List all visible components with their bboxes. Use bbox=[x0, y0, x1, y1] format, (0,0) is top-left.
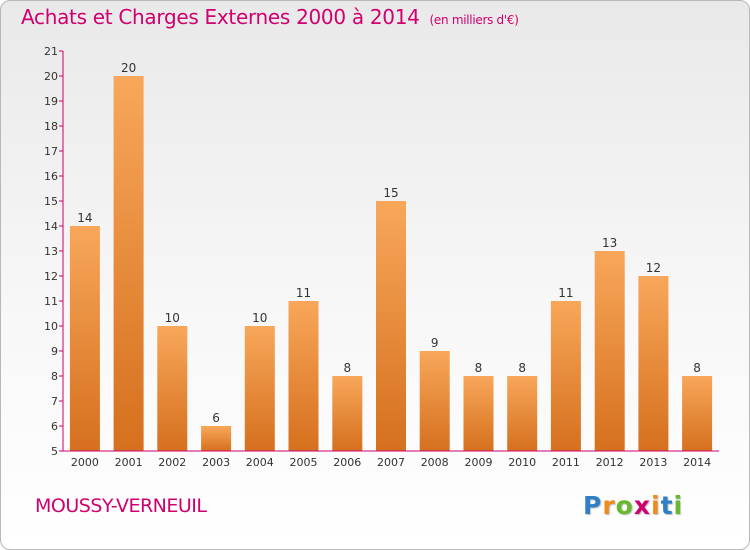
value-label-2006: 8 bbox=[343, 361, 351, 375]
bar-2005 bbox=[288, 301, 319, 451]
x-tick-label-2002: 2002 bbox=[158, 456, 186, 469]
y-tick-label-11: 11 bbox=[44, 295, 58, 308]
bars-group: 14 20 10 6 10 11 8 15 9 8 8 11 13 12 8 bbox=[69, 61, 713, 451]
logo-letter: r bbox=[602, 491, 616, 520]
x-tick-label-2003: 2003 bbox=[202, 456, 230, 469]
value-label-2014: 8 bbox=[693, 361, 701, 375]
value-label-2012: 13 bbox=[602, 236, 617, 250]
bar-2010 bbox=[507, 376, 538, 451]
y-tick-label-16: 16 bbox=[44, 170, 58, 183]
commune-name: MOUSSY-VERNEUIL bbox=[35, 495, 207, 517]
bar-2011 bbox=[550, 301, 581, 451]
value-label-2011: 11 bbox=[558, 286, 573, 300]
bar-2013 bbox=[638, 276, 669, 451]
y-tick-label-9: 9 bbox=[51, 345, 58, 358]
x-tick-label-2001: 2001 bbox=[115, 456, 143, 469]
value-label-2010: 8 bbox=[518, 361, 526, 375]
x-tick-label-2004: 2004 bbox=[246, 456, 274, 469]
proxiti-logo: Proxiti bbox=[583, 491, 683, 520]
bar-2008 bbox=[419, 351, 450, 451]
x-tick-label-2014: 2014 bbox=[683, 456, 711, 469]
chart-subtitle: (en milliers d'€) bbox=[429, 13, 519, 27]
bar-2000 bbox=[69, 226, 100, 451]
value-label-2007: 15 bbox=[383, 186, 398, 200]
y-tick-label-10: 10 bbox=[44, 320, 58, 333]
y-tick-label-17: 17 bbox=[44, 145, 58, 158]
title-text: Achats et Charges Externes 2000 à 2014 bbox=[21, 5, 420, 29]
bar-2004 bbox=[244, 326, 275, 451]
y-tick-label-20: 20 bbox=[44, 70, 58, 83]
bar-2001 bbox=[113, 76, 144, 451]
y-tick-label-15: 15 bbox=[44, 195, 58, 208]
bar-2009 bbox=[463, 376, 494, 451]
x-tick-label-2008: 2008 bbox=[421, 456, 449, 469]
x-tick-label-2011: 2011 bbox=[552, 456, 580, 469]
value-label-2001: 20 bbox=[121, 61, 136, 75]
bar-2012 bbox=[594, 251, 625, 451]
y-tick-label-12: 12 bbox=[44, 270, 58, 283]
y-tick-label-14: 14 bbox=[44, 220, 58, 233]
y-tick-label-5: 5 bbox=[51, 445, 58, 458]
y-tick-label-13: 13 bbox=[44, 245, 58, 258]
x-tick-label-2012: 2012 bbox=[596, 456, 624, 469]
axes-group: 2000 2001 2002 2003 2004 2005 2006 2007 2008 2009… bbox=[44, 45, 719, 469]
x-tick-label-2010: 2010 bbox=[508, 456, 536, 469]
value-label-2008: 9 bbox=[431, 336, 439, 350]
x-tick-label-2013: 2013 bbox=[639, 456, 667, 469]
bar-2006 bbox=[332, 376, 363, 451]
value-label-2013: 12 bbox=[646, 261, 661, 275]
value-label-2005: 11 bbox=[296, 286, 311, 300]
x-tick-label-2006: 2006 bbox=[333, 456, 361, 469]
value-label-2009: 8 bbox=[475, 361, 483, 375]
logo-letter: P bbox=[583, 491, 603, 520]
value-label-2004: 10 bbox=[252, 311, 267, 325]
logo-letter: i bbox=[673, 491, 684, 520]
bar-2007 bbox=[376, 201, 406, 451]
y-tick-label-6: 6 bbox=[51, 420, 58, 433]
y-tick-label-19: 19 bbox=[44, 95, 58, 108]
y-tick-label-18: 18 bbox=[44, 120, 58, 133]
x-tick-label-2007: 2007 bbox=[377, 456, 405, 469]
chart-title: Achats et Charges Externes 2000 à 2014 (e… bbox=[21, 5, 519, 29]
x-tick-label-2000: 2000 bbox=[71, 456, 99, 469]
value-label-2002: 10 bbox=[165, 311, 180, 325]
y-tick-label-21: 21 bbox=[44, 45, 58, 58]
y-tick-label-7: 7 bbox=[51, 395, 58, 408]
logo-letter: o bbox=[615, 491, 634, 520]
logo-letter: t bbox=[660, 491, 674, 520]
logo-letter: i bbox=[651, 491, 661, 520]
bar-2003 bbox=[201, 426, 232, 451]
x-tick-label-2009: 2009 bbox=[465, 456, 493, 469]
bar-2014 bbox=[682, 376, 713, 451]
bar-2002 bbox=[157, 326, 188, 451]
logo-letter: x bbox=[633, 491, 651, 520]
value-label-2000: 14 bbox=[77, 211, 92, 225]
y-tick-label-8: 8 bbox=[51, 370, 58, 383]
x-tick-label-2005: 2005 bbox=[290, 456, 318, 469]
value-label-2003: 6 bbox=[212, 411, 220, 425]
